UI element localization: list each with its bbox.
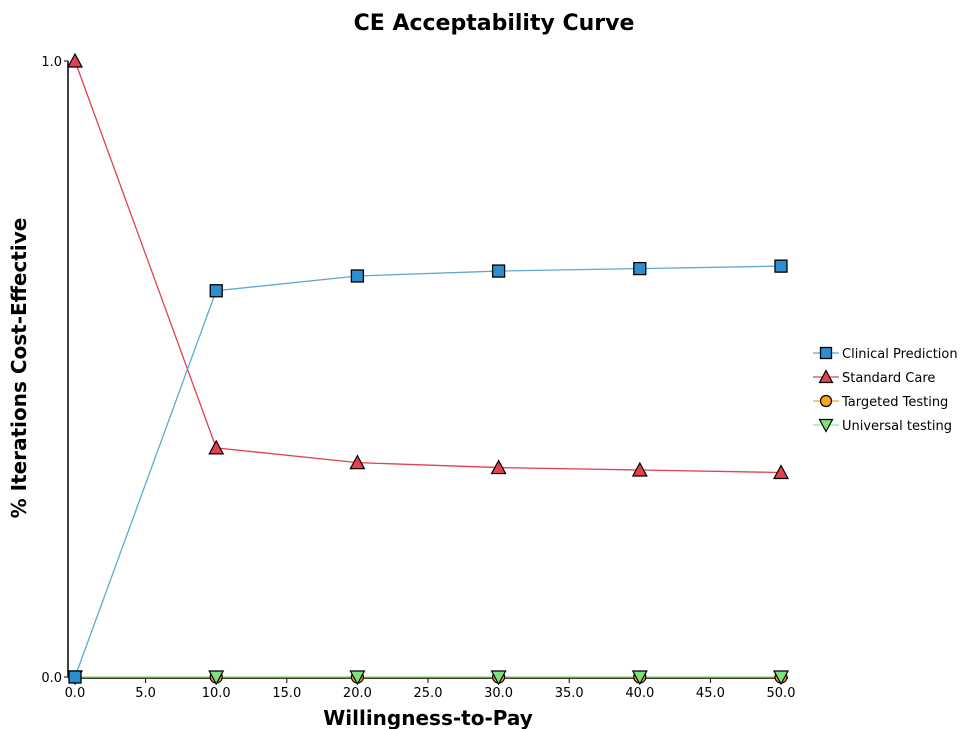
x-tick-label: 40.0 [625, 686, 654, 701]
x-axis-title: Willingness-to-Pay [323, 706, 533, 729]
data-point [491, 264, 506, 278]
data-point [633, 261, 647, 276]
data-point [490, 459, 507, 475]
data-point [209, 284, 223, 298]
legend-item: Universal testing [813, 418, 952, 434]
series-layer [66, 52, 790, 686]
legend-item: Clinical Prediction [813, 346, 958, 362]
data-point [349, 670, 366, 686]
legend-marker [818, 369, 834, 384]
data-point [349, 454, 366, 470]
data-point [208, 439, 225, 455]
data-point [631, 670, 648, 686]
legend-marker [819, 394, 833, 408]
x-tick-label: 35.0 [555, 686, 584, 701]
x-tick-label: 0.0 [65, 686, 86, 701]
data-point [631, 461, 648, 477]
series-standard-care [74, 60, 782, 474]
series-markers-universal-testing [66, 670, 790, 686]
series-line [74, 265, 782, 678]
x-tick-label: 10.0 [202, 686, 231, 701]
x-tick-label: 45.0 [696, 686, 725, 701]
x-tick-label: 30.0 [484, 686, 513, 701]
data-point [772, 670, 790, 686]
series-clinical-prediction [74, 265, 782, 678]
legend-label: Clinical Prediction [842, 347, 958, 362]
legend-label: Universal testing [842, 419, 952, 434]
x-tick-label: 15.0 [272, 686, 301, 701]
y-tick-label: 0.0 [41, 671, 62, 686]
data-point [350, 269, 365, 283]
x-tick-label: 25.0 [414, 686, 443, 701]
axes: 0.0 1.0 0.0 5.0 10.0 15.0 20.0 25.0 30.0 35.0 40.0… [41, 55, 795, 701]
y-axis-title: % Iterations Cost-Effective [7, 218, 31, 519]
data-point [68, 670, 82, 684]
legend-marker [819, 346, 833, 360]
data-point [772, 464, 790, 480]
data-point [208, 670, 225, 686]
y-tick-label: 1.0 [41, 55, 62, 70]
chart-title: CE Acceptability Curve [354, 11, 635, 36]
legend-label: Standard Care [842, 371, 935, 386]
data-point [774, 259, 788, 273]
legend: Clinical Prediction Standard Care Targeted… [813, 346, 958, 434]
series-markers-standard-care [66, 52, 790, 480]
series-line [74, 60, 782, 474]
data-point [490, 670, 507, 686]
data-point [66, 52, 84, 68]
series-markers-clinical-prediction [68, 259, 788, 684]
legend-label: Targeted Testing [841, 395, 948, 410]
legend-item: Targeted Testing [813, 394, 948, 410]
x-tick-label: 50.0 [767, 686, 796, 701]
legend-marker [818, 418, 834, 433]
x-tick-label: 5.0 [135, 686, 156, 701]
x-tick-label: 20.0 [343, 686, 372, 701]
legend-item: Standard Care [813, 369, 935, 386]
